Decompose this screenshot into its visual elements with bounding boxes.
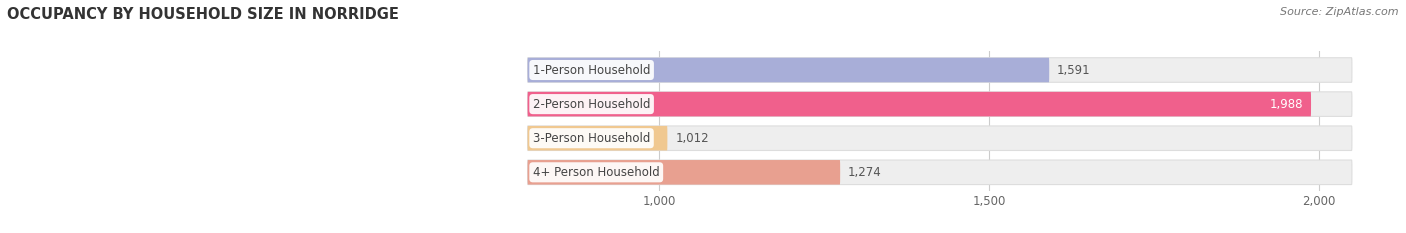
Text: OCCUPANCY BY HOUSEHOLD SIZE IN NORRIDGE: OCCUPANCY BY HOUSEHOLD SIZE IN NORRIDGE bbox=[7, 7, 399, 22]
Text: 3-Person Household: 3-Person Household bbox=[533, 132, 650, 145]
FancyBboxPatch shape bbox=[527, 160, 841, 185]
Text: 2-Person Household: 2-Person Household bbox=[533, 98, 651, 111]
FancyBboxPatch shape bbox=[527, 126, 1353, 151]
Text: 4+ Person Household: 4+ Person Household bbox=[533, 166, 659, 179]
Text: 1,988: 1,988 bbox=[1270, 98, 1303, 111]
Text: 1,274: 1,274 bbox=[848, 166, 882, 179]
Text: 1,591: 1,591 bbox=[1057, 64, 1091, 76]
FancyBboxPatch shape bbox=[527, 58, 1353, 82]
Text: 1-Person Household: 1-Person Household bbox=[533, 64, 651, 76]
Text: 1,012: 1,012 bbox=[675, 132, 709, 145]
FancyBboxPatch shape bbox=[527, 126, 668, 151]
FancyBboxPatch shape bbox=[527, 58, 1049, 82]
FancyBboxPatch shape bbox=[527, 160, 1353, 185]
FancyBboxPatch shape bbox=[527, 92, 1310, 116]
Text: Source: ZipAtlas.com: Source: ZipAtlas.com bbox=[1281, 7, 1399, 17]
FancyBboxPatch shape bbox=[527, 92, 1353, 116]
